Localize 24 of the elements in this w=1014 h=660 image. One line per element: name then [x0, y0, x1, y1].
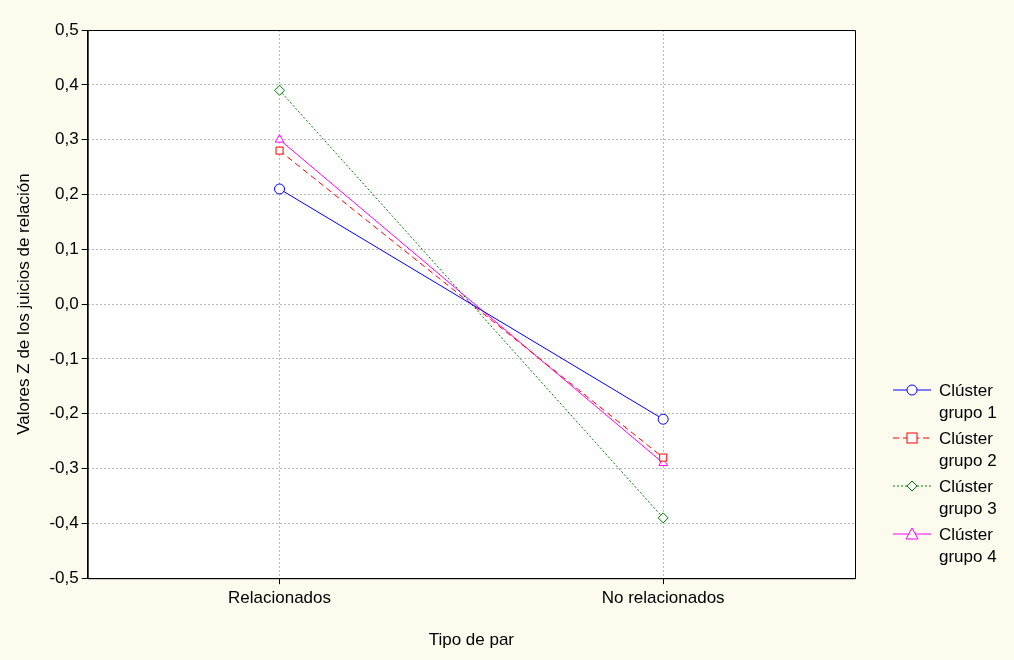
y-tick-label: 0,0 — [55, 293, 79, 313]
y-tick-label: 0,1 — [55, 238, 79, 258]
x-tick-label: No relacionados — [601, 588, 725, 608]
point — [657, 512, 669, 524]
y-tick-label: 0,2 — [55, 184, 79, 204]
legend-label: Clúster grupo 3 — [939, 476, 998, 520]
point — [275, 146, 284, 155]
point — [657, 413, 669, 425]
point — [274, 84, 286, 96]
y-axis-title: Valores Z de los juicios de relación — [13, 173, 33, 435]
y-tick-label: 0,5 — [55, 19, 79, 39]
y-tick-label: -0,4 — [49, 513, 79, 533]
y-tick-label: -0,3 — [49, 458, 79, 478]
legend-label: Clúster grupo 1 — [939, 380, 998, 424]
y-tick-label: -0,1 — [49, 348, 79, 368]
legend-label: Clúster grupo 2 — [939, 428, 998, 472]
legend-label: Clúster grupo 4 — [939, 524, 998, 568]
x-axis-title: Tipo de par — [428, 630, 515, 650]
x-tick-label: Relacionados — [228, 588, 332, 608]
y-tick-label: -0,2 — [49, 403, 79, 423]
y-tick-label: 0,3 — [55, 129, 79, 149]
point — [274, 183, 286, 195]
y-tick-label: -0,5 — [49, 567, 79, 587]
y-tick-label: 0,4 — [55, 74, 79, 94]
